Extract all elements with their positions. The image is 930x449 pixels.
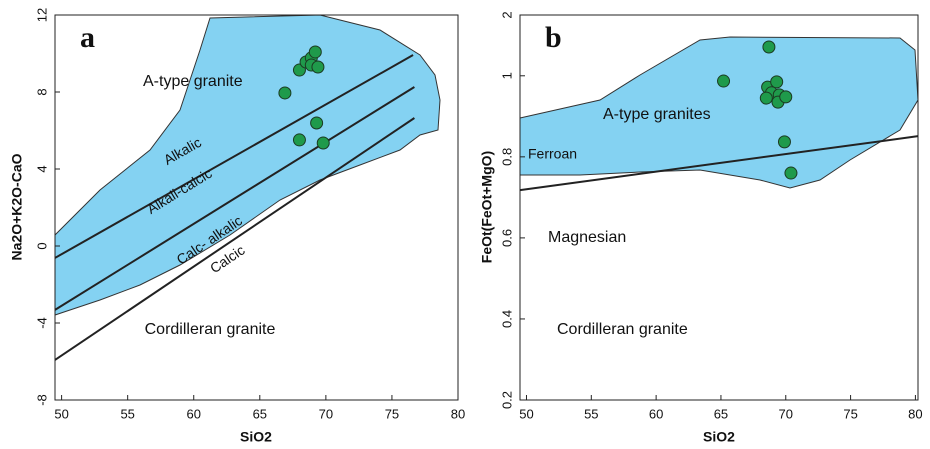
x-tick-label: 55	[120, 406, 134, 421]
data-point	[292, 133, 306, 147]
x-tick-label: 75	[385, 406, 399, 421]
x-tick-label: 80	[908, 406, 922, 421]
plot-frame	[519, 14, 919, 401]
y-axis-label: Na2O+K2O-CaO	[9, 153, 25, 260]
data-point	[310, 116, 324, 130]
x-axis-label: SiO2	[703, 429, 735, 445]
data-point	[316, 136, 330, 150]
data-point	[308, 45, 322, 59]
x-tick-label: 65	[253, 406, 267, 421]
y-tick-label: 4	[34, 165, 49, 172]
y-tick-label: 1	[499, 72, 514, 79]
annotation: A-type granite	[143, 73, 243, 90]
panel-label: a	[80, 21, 95, 54]
x-axis-label: SiO2	[240, 429, 272, 445]
x-tick-label: 70	[319, 406, 333, 421]
x-tick-label: 50	[54, 406, 68, 421]
boundary-line	[54, 54, 414, 259]
data-point	[770, 75, 784, 89]
annotation: A-type granites	[603, 106, 711, 123]
annotation: Cordilleran granite	[145, 321, 276, 338]
y-tick-label: 8	[34, 88, 49, 95]
annotation: Ferroan	[528, 146, 577, 162]
data-point	[762, 40, 776, 54]
data-point	[717, 74, 731, 88]
y-tick-label: 0.8	[499, 148, 514, 166]
y-tick-label: -8	[34, 394, 49, 406]
x-tick-label: 60	[187, 406, 201, 421]
x-tick-label: 65	[714, 406, 728, 421]
x-tick-label: 50	[519, 406, 533, 421]
boundary-line	[54, 117, 415, 361]
y-tick-label: 0.6	[499, 229, 514, 247]
x-tick-label: 55	[584, 406, 598, 421]
x-tick-label: 60	[649, 406, 663, 421]
a-type-field	[519, 36, 919, 189]
data-point	[779, 90, 793, 104]
data-point	[784, 166, 798, 180]
plot-frame	[54, 14, 459, 401]
panel-label: b	[545, 21, 562, 54]
annotation: Magnesian	[548, 229, 626, 246]
boundary-line	[519, 135, 919, 192]
x-tick-label: 80	[451, 406, 465, 421]
boundary-line	[54, 86, 415, 311]
data-point	[311, 60, 325, 74]
y-tick-label: -4	[34, 317, 49, 329]
x-tick-label: 70	[779, 406, 793, 421]
y-tick-label: 0.4	[499, 310, 514, 328]
y-tick-label: 12	[34, 8, 49, 22]
y-axis-label: FeOt(FeOt+MgO)	[479, 151, 495, 263]
annotation: Cordilleran granite	[557, 321, 688, 338]
data-point	[777, 135, 791, 149]
data-point	[278, 86, 292, 100]
y-tick-label: 2	[499, 11, 514, 18]
y-tick-label: 0.2	[499, 391, 514, 409]
x-tick-label: 75	[843, 406, 857, 421]
y-tick-label: 0	[34, 242, 49, 249]
a-type-field	[54, 14, 441, 316]
data-point	[759, 91, 773, 105]
